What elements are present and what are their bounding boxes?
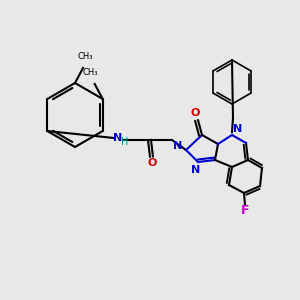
Text: N: N bbox=[233, 124, 243, 134]
Text: F: F bbox=[241, 205, 249, 218]
Text: CH₃: CH₃ bbox=[83, 68, 98, 77]
Text: N: N bbox=[113, 133, 123, 143]
Text: O: O bbox=[190, 108, 200, 118]
Text: CH₃: CH₃ bbox=[77, 52, 93, 61]
Text: N: N bbox=[173, 141, 183, 151]
Text: O: O bbox=[147, 158, 157, 168]
Text: N: N bbox=[191, 165, 201, 175]
Text: H: H bbox=[121, 137, 129, 147]
